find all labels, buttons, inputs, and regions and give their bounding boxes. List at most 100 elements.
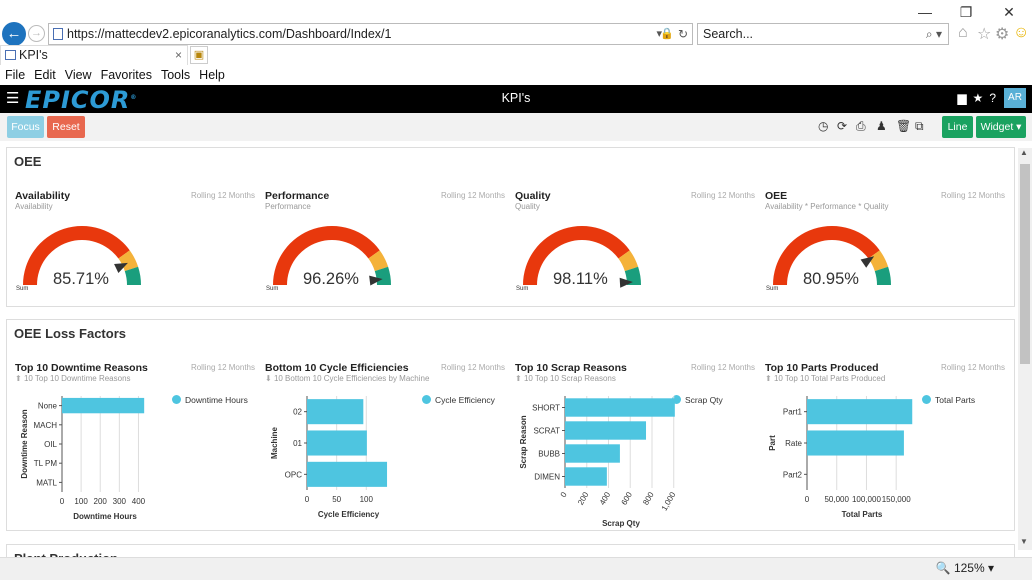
gauge-needle [114,262,128,274]
star-icon[interactable]: ★ [972,91,984,105]
chat-icon[interactable]: ▆ [957,91,967,105]
gauge-sum-label: Sum [266,286,279,292]
gauge-widget: OEE Availability * Performance * Quality… [765,190,1005,300]
dashboard-toolbar [0,113,1032,141]
favorites-star-icon[interactable]: ☆ [977,26,992,43]
help-icon[interactable]: ? [989,91,996,105]
x-axis-label: Cycle Efficiency [318,510,380,519]
forward-button[interactable]: → [28,25,45,42]
tab-page-icon [5,50,16,60]
print-icon[interactable]: ⎙ [856,119,866,133]
y-tick-label: DIMEN [534,473,560,482]
settings-gear-icon[interactable]: ⚙ [995,26,1010,43]
scrollbar-thumb[interactable] [1020,164,1030,364]
back-button[interactable]: ← [2,22,26,46]
chart-title: Top 10 Parts Produced [765,362,879,374]
browser-tab[interactable]: KPI's × [0,45,188,65]
x-tick-label: 400 [598,490,613,507]
x-tick-label: 1,000 [660,490,675,512]
loss-section-title: OEE Loss Factors [14,326,126,341]
gauge-sum-label: Sum [16,286,29,292]
legend-swatch [422,395,431,404]
avatar[interactable]: AR [1004,88,1026,108]
chart-period: Rolling 12 Months [940,363,1005,372]
focus-button[interactable]: Focus [7,116,44,138]
gauge-subtitle: Quality [515,202,540,211]
tab-close-icon[interactable]: × [174,48,182,62]
y-tick-label: TL PM [34,459,58,468]
bar [565,398,675,417]
menu-help[interactable]: Help [199,68,225,82]
gauge-title: OEE [765,190,788,202]
line-button[interactable]: Line [942,116,973,138]
x-tick-label: 300 [113,497,127,506]
menu-bar: File Edit View Favorites Tools Help [0,67,1032,85]
user-icon[interactable]: ♟ [876,119,887,133]
bar-chart-widget: Bottom 10 Cycle Efficiencies ⬇ 10 Bottom… [265,362,505,527]
scroll-down-icon[interactable]: ▼ [1020,537,1028,546]
widget-button[interactable]: Widget ▾ [976,116,1026,138]
menu-tools[interactable]: Tools [160,68,191,82]
x-tick-label: 0 [559,490,569,499]
restore-button[interactable]: ❐ [959,4,973,20]
y-axis-label: Part [768,435,777,451]
gauge-band [23,226,130,285]
address-bar[interactable]: https://mattecdev2.epicoranalytics.com/D… [48,23,693,45]
smiley-icon[interactable]: ☺ [1013,24,1030,41]
y-tick-label: None [38,402,58,411]
y-tick-label: 01 [293,439,302,448]
clock-icon[interactable]: ◷ [818,119,829,133]
menu-edit[interactable]: Edit [34,68,56,82]
close-window-button[interactable]: ✕ [1003,4,1015,20]
chart-period: Rolling 12 Months [440,363,505,372]
lock-icon[interactable]: 🔒 [660,28,674,40]
gauge-subtitle: Performance [265,202,311,211]
search-icon[interactable]: ⌕ ▾ [925,27,942,41]
chart-period: Rolling 12 Months [690,363,755,372]
page-icon [53,28,63,40]
chart-legend: Cycle Efficiency [422,395,495,405]
gauge-widget: Availability Availability Rolling 12 Mon… [15,190,255,300]
menu-favorites[interactable]: Favorites [100,68,152,82]
epicor-logo: EPICOR® [25,86,138,114]
vertical-scrollbar[interactable]: ▲ [1018,148,1032,550]
y-tick-label: OIL [44,440,57,449]
gauge-needle [860,256,875,268]
menu-view[interactable]: View [64,68,92,82]
legend-swatch [172,395,181,404]
y-axis-label: Downtime Reason [20,409,29,478]
x-tick-label: 100 [360,495,374,504]
gauge-period: Rolling 12 Months [190,191,255,200]
gauge-arc [523,226,641,288]
refresh-icon[interactable]: ↻ [677,27,688,41]
bar [307,430,367,456]
search-input[interactable]: Search... ⌕ ▾ [697,23,949,45]
chart-plot: 0 50,000 100,000 150,000 Part1 Rate Part2 Total… [768,396,913,519]
chart-period: Rolling 12 Months [190,363,255,372]
refresh-icon[interactable]: ⟳ [837,119,848,133]
zoom-level[interactable]: 🔍 125% ▾ [935,561,994,575]
gauge-period: Rolling 12 Months [690,191,755,200]
minimize-button[interactable]: — [918,4,932,20]
x-tick-label: 400 [132,497,146,506]
y-tick-label: Part2 [783,470,803,479]
gauge-period: Rolling 12 Months [440,191,505,200]
menu-file[interactable]: File [5,68,26,82]
y-tick-label: SHORT [532,404,560,413]
x-tick-label: 800 [641,490,656,507]
home-icon[interactable]: ⌂ [958,24,968,41]
dropdown-icon[interactable]: ▾ [656,28,662,40]
gauge-arc [23,226,141,285]
gauge-value: 80.95% [803,270,859,288]
x-tick-label: 100,000 [852,495,881,504]
gauge-value: 85.71% [53,270,109,288]
status-bar: 🔍 125% ▾ [0,557,1032,580]
reset-button[interactable]: Reset [47,116,85,138]
copy-icon[interactable]: ⧉ [915,119,924,133]
hamburger-menu-icon[interactable]: ☰ [6,90,20,107]
trash-icon[interactable]: 🗑 [896,119,912,133]
gauge-title: Availability [15,190,71,202]
scroll-up-icon[interactable]: ▲ [1020,148,1028,157]
gauge-needle [619,277,633,288]
new-tab-button[interactable]: ▣ [190,46,208,64]
